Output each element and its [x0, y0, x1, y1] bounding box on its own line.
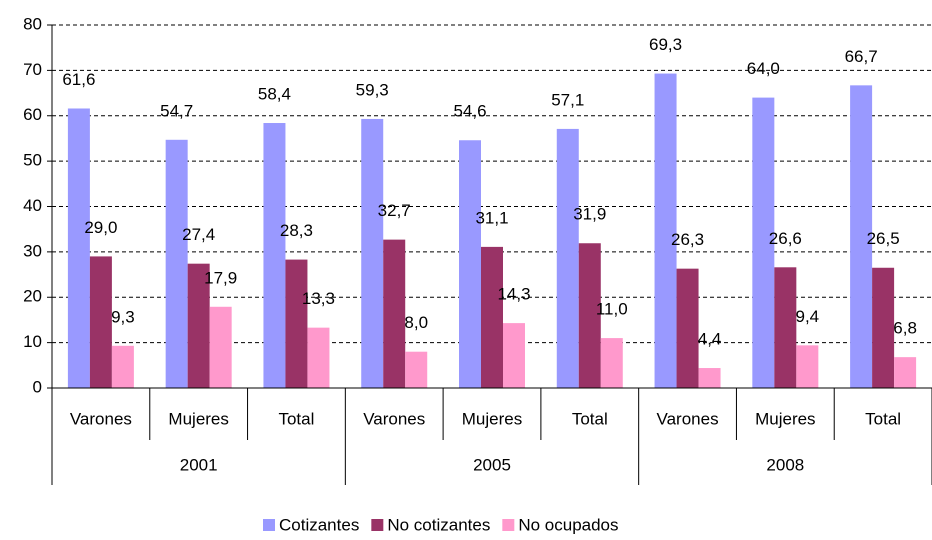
bar [600, 338, 623, 388]
bar [187, 263, 210, 388]
bar [578, 243, 601, 388]
y-tick-label: 70 [23, 60, 42, 79]
data-label: 27,4 [182, 225, 215, 244]
y-tick-label: 60 [23, 105, 42, 124]
x-tick-label: Mujeres [462, 409, 522, 428]
y-tick-label: 10 [23, 332, 42, 351]
bar [209, 306, 232, 388]
bar [285, 259, 308, 388]
y-tick-label: 20 [23, 287, 42, 306]
data-label: 14,3 [497, 285, 530, 304]
data-label: 4,4 [698, 330, 722, 349]
y-tick-label: 30 [23, 241, 42, 260]
data-label: 9,4 [796, 307, 820, 326]
bar [307, 327, 330, 388]
data-label: 26,3 [671, 230, 704, 249]
x-tick-label: Varones [70, 409, 132, 428]
data-label: 54,6 [453, 102, 486, 121]
group-label: 2001 [180, 455, 218, 474]
bar [383, 239, 406, 388]
data-label: 26,5 [867, 229, 900, 248]
group-label: 2008 [766, 455, 804, 474]
data-label: 28,3 [280, 221, 313, 240]
y-tick-label: 50 [23, 151, 42, 170]
legend-label: No cotizantes [387, 515, 490, 534]
legend-swatch [371, 519, 384, 531]
bar [89, 256, 112, 388]
data-label: 57,1 [551, 90, 584, 109]
data-label: 11,0 [596, 300, 628, 319]
data-label: 9,3 [111, 307, 135, 326]
data-label: 32,7 [378, 201, 411, 220]
group-label: 2005 [473, 455, 511, 474]
x-tick-label: Total [278, 409, 314, 428]
legend-label: Cotizantes [279, 515, 359, 534]
x-tick-label: Total [865, 409, 901, 428]
data-label: 6,8 [893, 319, 917, 338]
bar [459, 140, 481, 388]
x-tick-label: Total [572, 409, 608, 428]
data-label: 8,0 [404, 313, 428, 332]
data-label: 26,6 [769, 229, 802, 248]
bar [263, 123, 286, 388]
bar [872, 267, 895, 388]
x-tick-label: Mujeres [168, 409, 228, 428]
y-tick-label: 40 [23, 196, 42, 215]
data-label: 31,9 [573, 205, 606, 224]
legend-label: No ocupados [518, 515, 618, 534]
bar [676, 268, 699, 388]
bar [752, 97, 775, 388]
y-tick-label: 80 [23, 14, 42, 33]
bar [698, 368, 721, 388]
data-label: 69,3 [649, 35, 682, 54]
data-label: 59,3 [356, 80, 389, 99]
data-label: 29,0 [84, 218, 117, 237]
y-tick-label: 0 [33, 377, 42, 396]
x-tick-label: Mujeres [755, 409, 815, 428]
bar [67, 108, 90, 389]
x-tick-label: Varones [363, 409, 425, 428]
bar [165, 139, 188, 388]
legend-swatch [502, 519, 515, 531]
bar [894, 357, 917, 388]
data-label: 17,9 [204, 268, 237, 287]
data-label: 66,7 [845, 47, 878, 66]
bar [654, 73, 677, 389]
bar [850, 85, 873, 388]
bar [481, 246, 503, 388]
legend-swatch [263, 519, 275, 531]
data-label: 64,0 [747, 59, 780, 78]
bar [774, 267, 797, 388]
data-label: 31,1 [475, 208, 508, 227]
data-label: 58,4 [258, 84, 291, 103]
bar [503, 323, 525, 388]
bar [361, 118, 384, 389]
bar [405, 351, 428, 388]
bar [796, 345, 819, 388]
data-label: 61,6 [62, 70, 95, 89]
data-label: 13,3 [302, 289, 335, 308]
data-label: 54,7 [160, 101, 193, 120]
x-tick-label: Varones [657, 409, 719, 428]
bar [556, 128, 579, 388]
bar [111, 345, 134, 388]
